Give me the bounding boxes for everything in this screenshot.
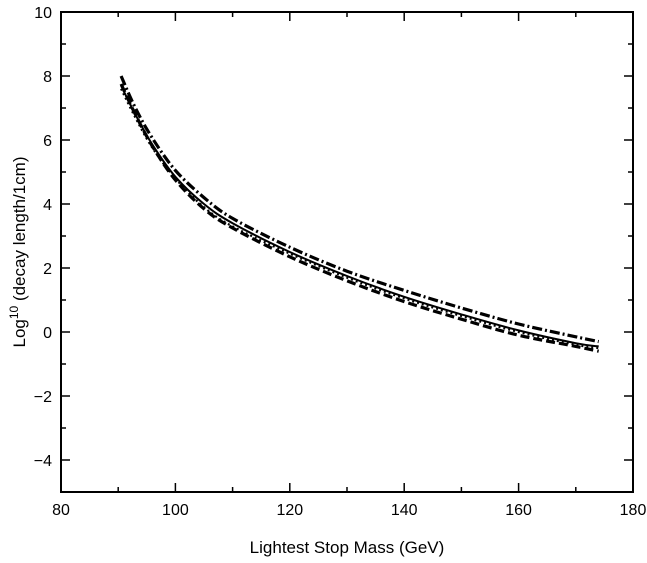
x-tick-label: 140 <box>391 502 418 519</box>
plot-frame <box>60 11 634 493</box>
series-line-solid <box>120 85 599 348</box>
y-tick-label: −2 <box>34 389 52 406</box>
y-axis-title-superscript: 10 <box>7 305 21 319</box>
y-tick-label: 0 <box>43 325 52 342</box>
axis-ticks <box>60 11 634 493</box>
y-tick-label: 8 <box>43 69 52 86</box>
series-line-dotted <box>120 88 599 350</box>
x-tick-label: 80 <box>52 502 70 519</box>
y-tick-label: 6 <box>43 133 52 150</box>
x-axis-title: Lightest Stop Mass (GeV) <box>250 538 445 557</box>
series-group <box>119 75 600 353</box>
x-tick-label: 120 <box>276 502 303 519</box>
y-tick-label: 2 <box>43 261 52 278</box>
y-tick-label: 10 <box>34 5 52 22</box>
tick-labels: 80 100 120 140 160 180 −4 −2 0 2 4 6 8 10 <box>34 5 647 519</box>
y-axis-title-prefix: Log <box>10 319 29 347</box>
y-tick-label: 4 <box>43 197 52 214</box>
y-axis-title: Log10 (decay length/1cm) <box>7 156 29 347</box>
series-line-dash-dot <box>119 75 600 344</box>
series-line-dashed <box>119 83 600 353</box>
y-tick-label: −4 <box>34 453 52 470</box>
x-tick-label: 180 <box>620 502 647 519</box>
y-axis-title-suffix: (decay length/1cm) <box>10 156 29 305</box>
x-tick-label: 100 <box>162 502 189 519</box>
x-tick-label: 160 <box>505 502 532 519</box>
